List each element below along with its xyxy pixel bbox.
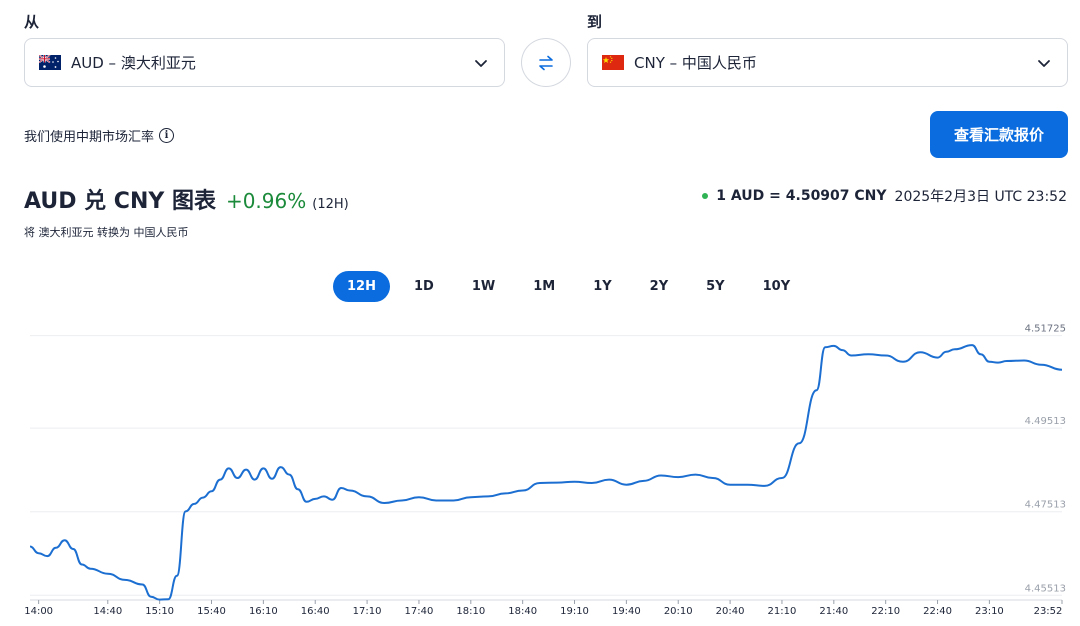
x-tick-label: 14:00 bbox=[24, 606, 53, 617]
tab-2y[interactable]: 2Y bbox=[649, 279, 669, 294]
line-chart-svg: 4.51725 4.49513 4.47513 4.45513 14:00 14:40 15… bbox=[24, 324, 1066, 617]
x-tick-label: 21:40 bbox=[819, 606, 848, 617]
x-tick-label: 16:10 bbox=[249, 606, 278, 617]
x-tick-label: 19:10 bbox=[560, 606, 589, 617]
australia-flag-icon bbox=[39, 55, 61, 70]
tab-1w[interactable]: 1W bbox=[471, 279, 496, 294]
x-tick-label: 14:40 bbox=[93, 606, 122, 617]
x-tick-label: 23:10 bbox=[975, 606, 1004, 617]
tab-12h[interactable]: 12H bbox=[333, 271, 390, 302]
change-percent: +0.96% bbox=[225, 189, 307, 213]
current-rate: 1 AUD = 4.50907 CNY 2025年2月3日 UTC 23:52 bbox=[702, 186, 1067, 206]
tab-10y[interactable]: 10Y bbox=[762, 279, 791, 294]
x-tick-label: 20:10 bbox=[664, 606, 693, 617]
live-dot-icon bbox=[702, 193, 709, 199]
x-tick-label: 18:40 bbox=[508, 606, 537, 617]
rate-chart[interactable]: 4.51725 4.49513 4.47513 4.45513 14:00 14:40 15… bbox=[0, 320, 1080, 626]
swap-arrows-icon bbox=[539, 55, 553, 70]
to-currency-value: CNY – 中国人民币 bbox=[634, 54, 757, 72]
to-currency-select[interactable]: CNY – 中国人民币 bbox=[587, 38, 1068, 87]
x-tick-label: 21:10 bbox=[768, 606, 797, 617]
y-tick-label: 4.51725 bbox=[1025, 324, 1066, 335]
x-tick-label: 16:40 bbox=[301, 606, 330, 617]
change-period: (12H) bbox=[312, 197, 349, 212]
from-label: 从 bbox=[24, 13, 40, 31]
x-tick-label: 19:40 bbox=[612, 606, 641, 617]
y-tick-label: 4.45513 bbox=[1025, 583, 1066, 594]
x-tick-label: 15:40 bbox=[197, 606, 226, 617]
y-tick-label: 4.49513 bbox=[1025, 416, 1066, 427]
x-tick-label: 17:40 bbox=[405, 606, 434, 617]
view-quote-button[interactable]: 查看汇款报价 bbox=[930, 111, 1068, 158]
tab-5y[interactable]: 5Y bbox=[706, 279, 725, 294]
x-tick-label: 23:52 bbox=[1034, 606, 1063, 617]
midmarket-text: 我们使用中期市场汇率 bbox=[24, 130, 155, 145]
rate-series-line bbox=[29, 344, 1063, 601]
tab-1m[interactable]: 1M bbox=[533, 279, 556, 294]
chevron-down-icon bbox=[475, 59, 487, 67]
info-icon[interactable]: i bbox=[159, 128, 175, 143]
from-currency-value: AUD – 澳大利亚元 bbox=[71, 54, 196, 72]
x-tick-label: 18:10 bbox=[456, 606, 485, 617]
y-tick-label: 4.47513 bbox=[1025, 500, 1066, 511]
chart-header: AUD 兑 CNY 图表 +0.96% (12H) bbox=[24, 183, 349, 215]
range-tabs: 12H 1D 1W 1M 1Y 2Y 5Y 10Y bbox=[333, 271, 814, 302]
midmarket-note: 我们使用中期市场汇率 i bbox=[24, 126, 175, 145]
to-label: 到 bbox=[587, 13, 603, 31]
china-flag-icon bbox=[602, 55, 624, 70]
x-tick-label: 20:40 bbox=[716, 606, 745, 617]
x-tick-label: 22:40 bbox=[923, 606, 952, 617]
tab-1d[interactable]: 1D bbox=[413, 279, 434, 294]
x-tick-label: 17:10 bbox=[353, 606, 382, 617]
x-tick-label: 15:10 bbox=[145, 606, 174, 617]
chevron-down-icon bbox=[1038, 59, 1050, 67]
chart-title: AUD 兑 CNY 图表 bbox=[24, 189, 216, 214]
from-currency-select[interactable]: AUD – 澳大利亚元 bbox=[24, 38, 505, 87]
rate-timestamp: 2025年2月3日 UTC 23:52 bbox=[894, 189, 1067, 205]
x-tick-label: 22:10 bbox=[871, 606, 900, 617]
swap-currencies-button[interactable] bbox=[521, 38, 571, 87]
chart-subtitle: 将 澳大利亚元 转换为 中国人民币 bbox=[24, 226, 189, 239]
rate-value: 1 AUD = 4.50907 CNY bbox=[716, 188, 887, 204]
tab-1y[interactable]: 1Y bbox=[593, 279, 612, 294]
